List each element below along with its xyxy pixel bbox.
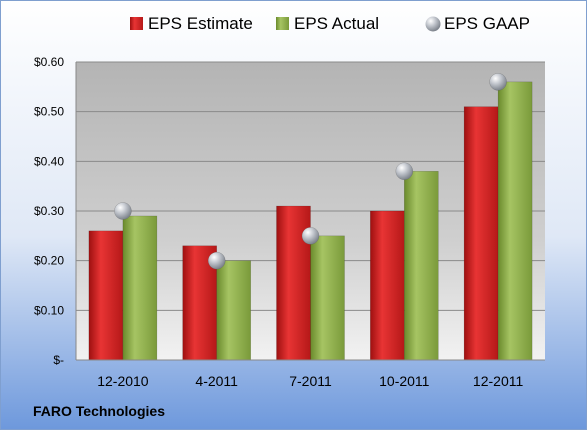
y-tick-label: $0.40 (34, 154, 64, 168)
x-tick-label: 10-2011 (379, 373, 430, 389)
legend: EPS Estimate EPS Actual EPS GAAP (130, 14, 530, 33)
y-tick-label: $0.10 (34, 303, 64, 317)
y-tick-label: $0.60 (34, 55, 64, 69)
bar-eps-estimate (370, 210, 405, 361)
x-tick-label: 7-2011 (289, 373, 332, 389)
y-axis: $- $0.10 $0.20 $0.30 $0.40 $0.50 $0.60 (34, 55, 77, 367)
bar-eps-estimate (463, 106, 499, 361)
y-tick-label: $- (53, 353, 64, 367)
gaap-markers (114, 73, 507, 270)
bar-eps-actual (497, 81, 533, 361)
legend-swatch-eps-gaap (425, 16, 441, 32)
x-axis: 12-2010 4-2011 7-2011 10-2011 12-2011 (76, 359, 545, 389)
legend-label: EPS GAAP (444, 14, 530, 33)
marker-eps-gaap (114, 202, 132, 220)
x-tick-label: 12-2011 (473, 373, 524, 389)
bars (88, 81, 533, 361)
legend-swatch-eps-actual (276, 17, 289, 30)
bar-eps-actual (122, 215, 158, 361)
marker-eps-gaap (301, 227, 320, 245)
legend-label: EPS Estimate (148, 14, 253, 33)
legend-label: EPS Actual (294, 14, 379, 33)
legend-swatch-eps-estimate (130, 17, 143, 30)
marker-eps-gaap (395, 162, 414, 181)
x-tick-label: 12-2010 (97, 373, 149, 389)
bar-eps-actual (216, 260, 251, 361)
bar-eps-actual (404, 171, 439, 361)
marker-eps-gaap (207, 251, 226, 270)
bar-eps-actual (310, 235, 345, 361)
x-tick-label: 4-2011 (195, 373, 238, 389)
y-tick-label: $0.50 (34, 105, 64, 119)
y-tick-label: $0.20 (34, 254, 64, 268)
company-label: FARO Technologies (33, 403, 165, 419)
bar-eps-estimate (88, 230, 124, 361)
y-tick-label: $0.30 (34, 204, 64, 218)
marker-eps-gaap (489, 73, 507, 91)
